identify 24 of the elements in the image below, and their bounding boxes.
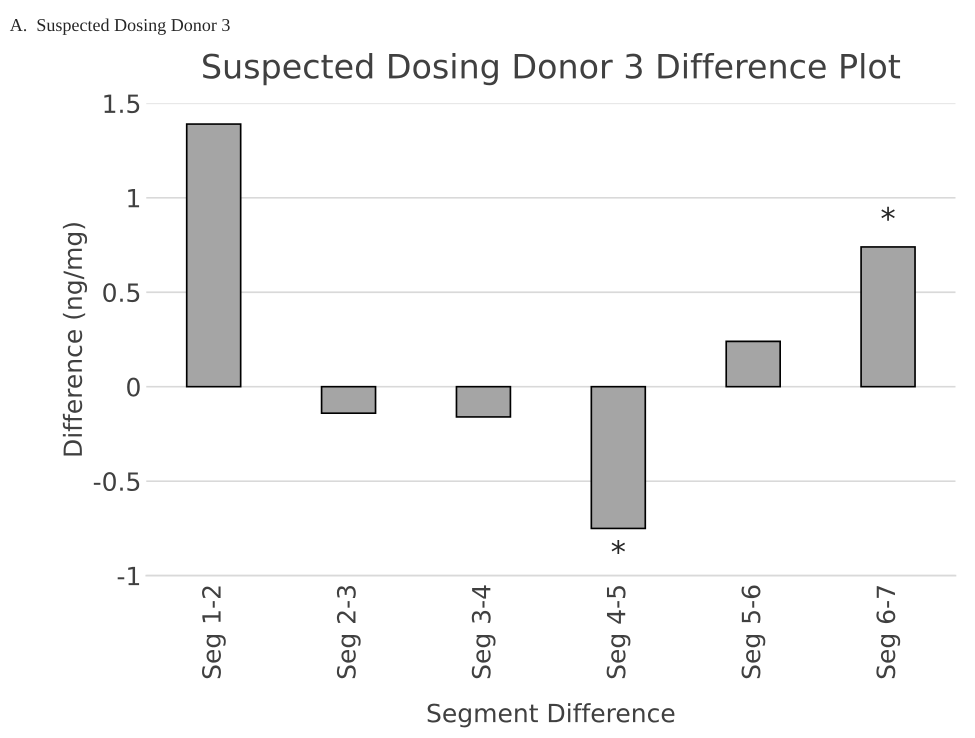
x-axis-title: Segment Difference — [428, 703, 674, 728]
y-tick-label: 1.5 — [104, 94, 140, 114]
x-tick-label: Seg 6-7 — [876, 586, 900, 678]
y-tick-label: -1 — [118, 566, 140, 586]
y-tick-label: 1 — [128, 189, 140, 208]
x-tick-label: Seg 2-3 — [336, 586, 361, 678]
x-tick-label: Seg 1-2 — [202, 586, 226, 678]
annotation: * — [881, 206, 895, 221]
bar — [456, 386, 512, 418]
bar — [860, 246, 916, 388]
bar — [320, 386, 376, 414]
x-tick-label: Seg 4-5 — [606, 586, 630, 678]
bar — [725, 340, 781, 388]
annotation: * — [612, 540, 626, 554]
y-axis-title: Difference (ng/mg) — [62, 223, 88, 456]
x-tick-label: Seg 3-4 — [472, 585, 496, 678]
text: A. Suspected Dosing Donor 3 — [10, 18, 230, 35]
x-tick-label: Seg 5-6 — [742, 586, 766, 678]
y-tick-label: 0 — [127, 378, 140, 397]
y-tick-label: -0.5 — [94, 472, 140, 492]
bar — [186, 123, 242, 388]
bar — [590, 386, 646, 530]
y-tick-label: 0.5 — [103, 283, 140, 302]
chart-title: Suspected Dosing Donor 3 Difference Plot — [203, 52, 900, 86]
